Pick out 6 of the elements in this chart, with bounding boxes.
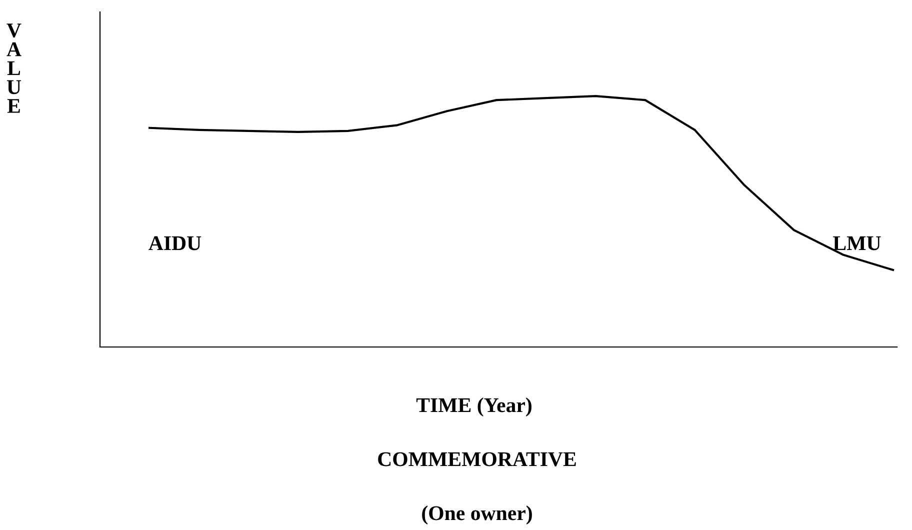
annotation: AIDU [148, 236, 202, 250]
text: COMMEMORATIVE [378, 452, 576, 466]
annotation: LMU [833, 236, 881, 250]
text: (One owner) [422, 506, 532, 524]
y-axis-title: VALUE [6, 24, 22, 113]
x-axis-title: TIME (Year) [416, 398, 532, 416]
